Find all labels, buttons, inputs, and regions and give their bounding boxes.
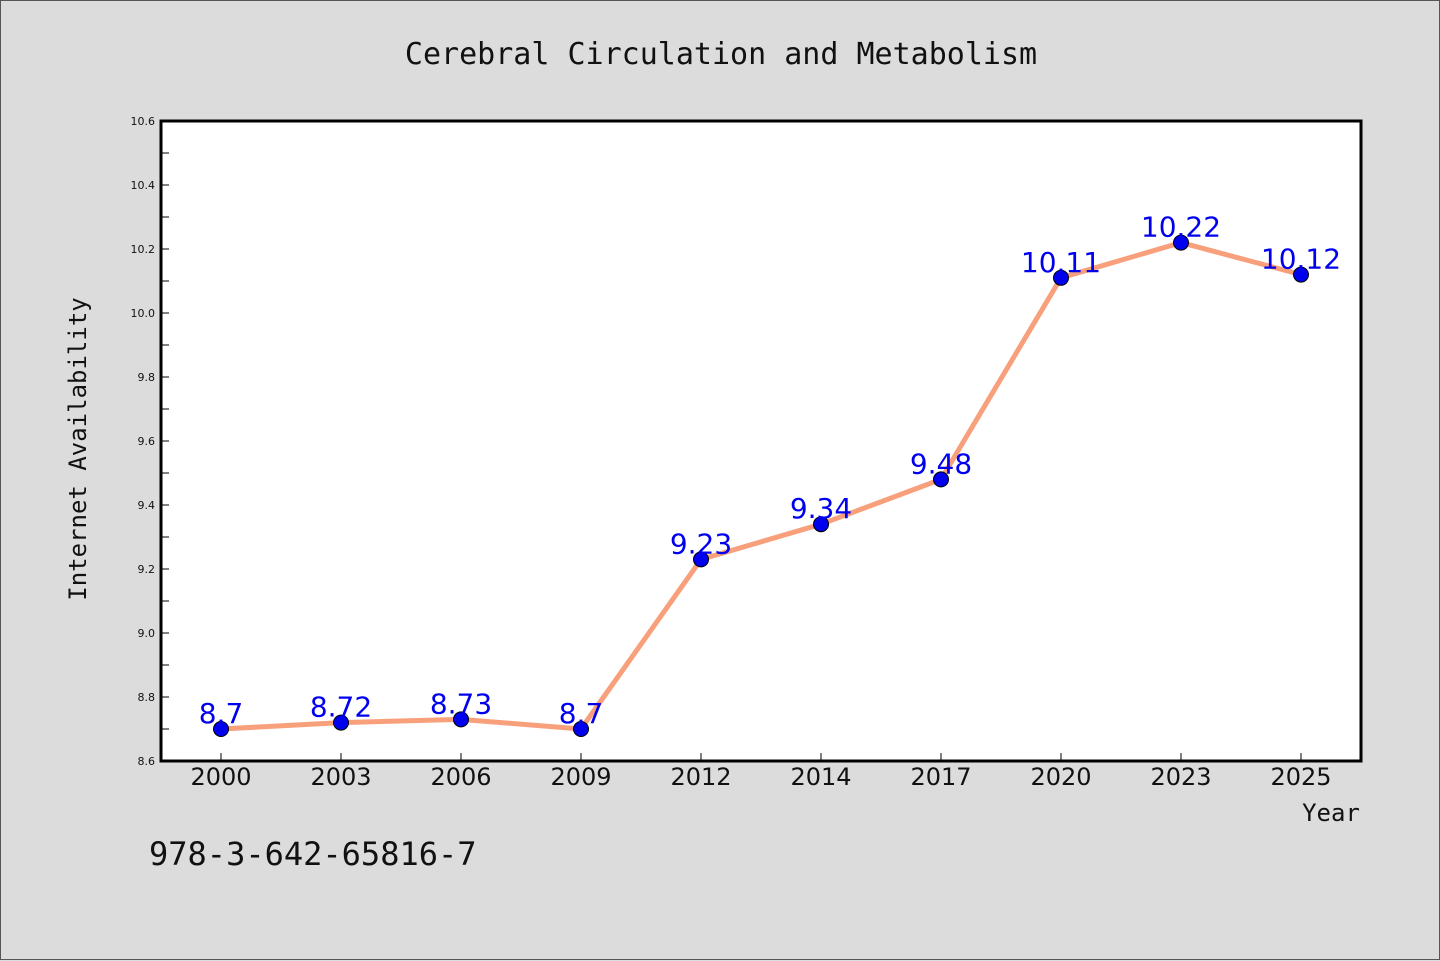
x-axis-label: Year <box>1302 799 1360 827</box>
x-tick-label: 2012 <box>670 763 731 791</box>
data-label: 9.23 <box>670 527 732 560</box>
x-tick-label: 2020 <box>1030 763 1091 791</box>
x-tick-label: 2006 <box>430 763 491 791</box>
x-tick-label: 2017 <box>910 763 971 791</box>
x-tick-label: 2023 <box>1150 763 1211 791</box>
data-markers <box>213 234 1309 737</box>
x-tick-label: 2014 <box>790 763 851 791</box>
plot-border <box>159 119 1363 763</box>
y-tick-label: 8.8 <box>138 691 156 704</box>
y-tick-label: 10.6 <box>131 115 156 128</box>
data-label: 8.7 <box>559 697 604 730</box>
data-label: 8.72 <box>310 691 372 724</box>
x-tick-label: 2025 <box>1270 763 1331 791</box>
data-label: 10.22 <box>1141 211 1221 244</box>
data-point <box>933 471 949 488</box>
data-point <box>1053 269 1069 286</box>
series-line <box>220 240 1302 732</box>
data-label: 9.34 <box>790 492 852 525</box>
x-axis-ticks: 2000 2003 2006 2009 2012 2014 2017 2020 2023 2025 <box>190 753 1332 791</box>
y-tick-label: 9.0 <box>138 627 156 640</box>
data-labels: 8.7 8.72 8.73 8.7 9.23 9.34 9.48 10.11 10.22 10.1… <box>199 211 1341 730</box>
data-point <box>693 551 709 568</box>
isbn-text: 978-3-642-65816-7 <box>149 835 477 873</box>
data-label: 10.12 <box>1261 243 1341 276</box>
data-point <box>213 721 229 737</box>
data-label: 10.11 <box>1021 246 1101 279</box>
data-label: 8.7 <box>199 697 244 730</box>
data-point <box>1293 266 1309 283</box>
data-point <box>813 516 829 533</box>
y-tick-label: 8.6 <box>138 755 156 768</box>
x-tick-label: 2009 <box>550 763 611 791</box>
x-tick-label: 2000 <box>190 763 251 791</box>
x-tick-label: 2003 <box>310 763 371 791</box>
plot-area <box>161 121 1361 761</box>
y-tick-label: 9.6 <box>138 435 156 448</box>
y-tick-label: 9.4 <box>138 499 156 512</box>
y-tick-label: 10.4 <box>131 179 156 192</box>
data-label: 8.73 <box>430 687 492 720</box>
data-point <box>1173 234 1189 251</box>
y-tick-label: 9.8 <box>138 371 156 384</box>
y-tick-label: 10.0 <box>131 307 156 320</box>
data-point <box>453 711 469 728</box>
chart-title: Cerebral Circulation and Metabolism <box>405 37 1037 72</box>
y-axis-ticks: 8.6 8.8 9.0 9.2 9.4 9.6 9.8 10.0 10.2 10.4 10.6 <box>131 115 169 768</box>
data-point <box>573 721 589 737</box>
data-point <box>333 714 349 731</box>
y-tick-label: 10.2 <box>131 243 156 256</box>
y-axis-label: Internet Availability <box>64 297 92 600</box>
y-tick-label: 9.2 <box>138 563 156 576</box>
data-label: 9.48 <box>910 447 972 480</box>
